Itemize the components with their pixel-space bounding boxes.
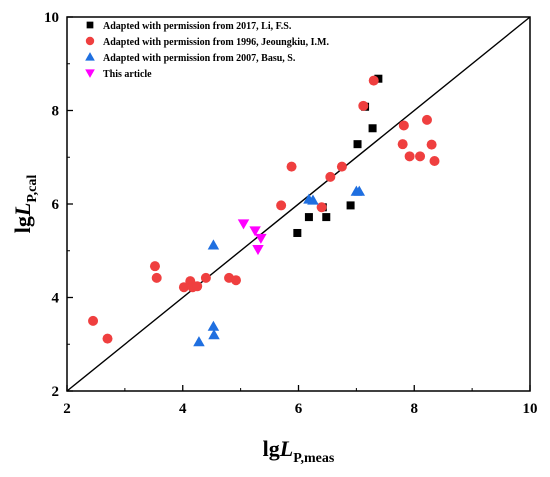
data-point-square (322, 213, 331, 222)
reference-line-layer (66, 16, 531, 392)
data-point-triangle-down (237, 219, 250, 230)
data-point-square (346, 201, 355, 210)
data-point-square (304, 213, 313, 222)
legend: Adapted with permission from 2017, Li, F… (85, 21, 329, 80)
x-tick-label: 6 (295, 401, 303, 417)
data-point-triangle-up (207, 239, 220, 250)
y-tick-label: 4 (52, 291, 60, 307)
data-point-circle (358, 100, 369, 111)
points-layer (88, 74, 440, 347)
y-axis-title: lgLP,cal (10, 175, 40, 234)
data-point-circle (192, 281, 203, 292)
x-tick-label: 2 (63, 401, 71, 417)
data-point-triangle-up (207, 320, 220, 331)
data-point-circle (276, 200, 287, 211)
x-axis-title: lgLP,meas (263, 436, 335, 466)
y-axis-title-subscript: P,cal (25, 175, 40, 203)
data-point-square (353, 140, 362, 149)
data-point-circle (316, 202, 327, 213)
legend-marker-triangle-down (85, 69, 95, 78)
legend-label: Adapted with permission from 2017, Li, F… (103, 21, 292, 32)
data-point-circle (88, 315, 99, 326)
data-point-circle (368, 75, 379, 86)
x-tick-label: 10 (523, 401, 538, 417)
data-point-circle (336, 161, 347, 172)
data-point-circle (415, 151, 426, 162)
data-point-triangle-down (255, 233, 267, 244)
ticks-layer: 2 4 6 8 10 2 4 6 8 10 (44, 10, 538, 417)
x-axis-title-main: L (279, 436, 293, 461)
y-tick-label: 6 (52, 197, 60, 213)
y-tick-label: 2 (52, 384, 60, 400)
legend-label: Adapted with permission from 2007, Basu,… (103, 53, 296, 64)
data-point-circle (429, 155, 440, 166)
y-tick-label: 10 (44, 10, 59, 26)
y-tick-label: 8 (52, 104, 60, 120)
data-point-circle (404, 151, 415, 162)
data-point-triangle-up (353, 185, 366, 196)
x-axis-title-subscript: P,meas (293, 451, 335, 466)
y-axis-title-prefix: lg (10, 216, 35, 233)
data-point-circle (398, 120, 409, 131)
data-point-square (293, 228, 302, 237)
x-tick-label: 4 (179, 401, 187, 417)
legend-marker-triangle-up (85, 52, 95, 61)
data-point-triangle-down (252, 245, 264, 256)
legend-marker-circle (85, 36, 95, 46)
reference-line-y-equals-x (66, 16, 531, 392)
data-point-square (368, 124, 377, 133)
data-point-circle (325, 171, 336, 182)
x-tick-label: 8 (411, 401, 419, 417)
data-point-circle (426, 139, 437, 150)
legend-label: Adapted with permission from 1996, Jeoun… (103, 37, 329, 48)
legend-label: This article (103, 69, 152, 80)
data-point-circle (230, 275, 241, 286)
data-point-triangle-up (208, 329, 220, 340)
y-axis-title-main: L (10, 203, 35, 217)
data-point-circle (286, 161, 297, 172)
legend-marker-square (86, 21, 94, 29)
data-point-circle (397, 139, 408, 150)
data-point-circle (149, 261, 160, 272)
data-point-triangle-down (249, 226, 261, 237)
data-point-circle (178, 282, 189, 293)
data-point-circle (200, 272, 211, 283)
data-point-circle (102, 333, 113, 344)
x-axis-title-prefix: lg (263, 436, 280, 461)
data-point-triangle-up (193, 336, 205, 347)
data-point-circle (151, 272, 162, 283)
data-point-triangle-up (307, 194, 319, 205)
data-point-circle (421, 114, 432, 125)
